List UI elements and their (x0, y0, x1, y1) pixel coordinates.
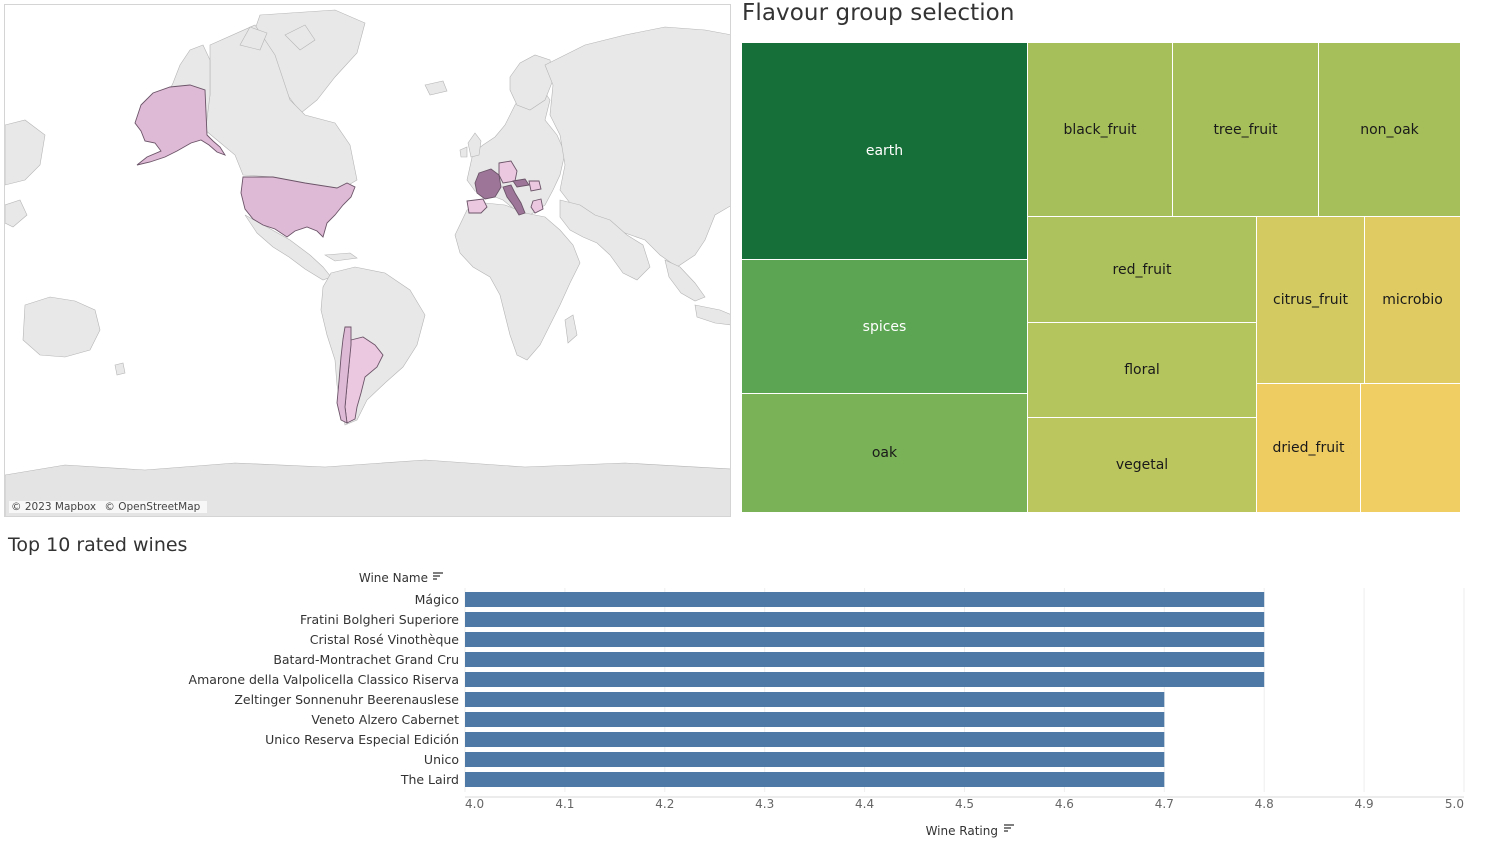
map-region-greece[interactable] (530, 198, 544, 214)
bar[interactable] (465, 672, 1265, 687)
category-label[interactable]: Amarone della Valpolicella Classico Rise… (189, 672, 459, 687)
top-wines-bar-chart[interactable]: Wine Name Mágico Fratini Bolgheri Superior… (0, 560, 1493, 845)
category-label[interactable]: Unico Reserva Especial Edición (265, 732, 459, 747)
treemap-title: Flavour group selection (742, 0, 1015, 26)
y-axis-header[interactable]: Wine Name (359, 571, 428, 585)
x-tick-label: 4.6 (1055, 797, 1074, 811)
bar[interactable] (465, 652, 1265, 667)
treemap-tile-oak[interactable]: oak (742, 394, 1028, 513)
treemap-tile-earth[interactable]: earth (742, 43, 1028, 260)
x-tick-label: 4.9 (1355, 797, 1374, 811)
treemap-tile-label: floral (1124, 362, 1160, 378)
x-tick-label: 4.2 (655, 797, 674, 811)
treemap-tile-label: black_fruit (1063, 121, 1137, 138)
x-tick-label: 4.3 (755, 797, 774, 811)
sort-icon[interactable] (433, 572, 443, 580)
x-axis-title[interactable]: Wine Rating (926, 824, 998, 838)
category-label[interactable]: Veneto Alzero Cabernet (311, 712, 459, 727)
bar[interactable] (465, 692, 1165, 707)
treemap-tile-unlabeled[interactable] (1361, 384, 1461, 513)
x-tick-label: 4.7 (1155, 797, 1174, 811)
treemap-tile-label: microbio (1382, 292, 1443, 308)
map-land-layer (5, 9, 730, 516)
x-tick-label: 4.5 (955, 797, 974, 811)
category-label[interactable]: Batard-Montrachet Grand Cru (273, 652, 459, 667)
treemap-tile-microbio[interactable]: microbio (1365, 217, 1461, 384)
map-region-usa[interactable] (240, 176, 356, 238)
map-region-italy[interactable] (502, 184, 526, 216)
bar[interactable] (465, 752, 1165, 767)
treemap-tile-floral[interactable]: floral (1028, 323, 1257, 418)
treemap-tile-tree-fruit[interactable]: tree_fruit (1173, 43, 1319, 217)
category-label[interactable]: Fratini Bolgheri Superiore (300, 612, 459, 627)
mapbox-attribution-link[interactable]: © 2023 Mapbox (11, 501, 97, 513)
treemap-tile-label: tree_fruit (1213, 121, 1278, 138)
map-highlight-layer (134, 84, 544, 424)
category-label[interactable]: The Laird (400, 772, 459, 787)
x-tick-label: 4.8 (1255, 797, 1274, 811)
treemap-tile-label: citrus_fruit (1273, 292, 1348, 308)
treemap-tile-citrus-fruit[interactable]: citrus_fruit (1257, 217, 1365, 384)
map-region-france[interactable] (474, 168, 502, 200)
bar[interactable] (465, 612, 1265, 627)
treemap-tile-label: vegetal (1115, 457, 1169, 473)
x-tick-label: 5.0 (1445, 797, 1464, 811)
category-label[interactable]: Cristal Rosé Vinothèque (310, 632, 459, 647)
x-tick-label: 4.1 (555, 797, 574, 811)
flavour-treemap[interactable]: earth spices oak black_fruit tree_fruit non_o… (742, 43, 1461, 513)
treemap-tile-label: spices (862, 318, 907, 335)
treemap-tile-vegetal[interactable]: vegetal (1028, 418, 1257, 513)
bar-chart-title: Top 10 rated wines (8, 534, 188, 556)
category-label[interactable]: Zeltinger Sonnenuhr Beerenauslese (234, 692, 459, 707)
category-label[interactable]: Mágico (415, 592, 459, 607)
world-map[interactable]: © 2023 Mapbox © OpenStreetMap (4, 4, 731, 517)
bar[interactable] (465, 712, 1165, 727)
treemap-tile-label: earth (865, 143, 904, 159)
treemap-tile-non-oak[interactable]: non_oak (1319, 43, 1461, 217)
treemap-tile-black-fruit[interactable]: black_fruit (1028, 43, 1173, 217)
treemap-tile-red-fruit[interactable]: red_fruit (1028, 217, 1257, 323)
bar[interactable] (465, 732, 1165, 747)
treemap-tile-label: red_fruit (1112, 261, 1172, 278)
map-region-chile[interactable] (336, 326, 352, 424)
map-region-hungary[interactable] (528, 180, 542, 192)
treemap-tile-label: non_oak (1360, 121, 1419, 138)
map-canvas[interactable] (5, 5, 731, 517)
treemap-tile-spices[interactable]: spices (742, 260, 1028, 394)
map-region-austria[interactable] (512, 178, 530, 188)
openstreetmap-attribution-link[interactable]: © OpenStreetMap (104, 501, 201, 513)
map-region-alaska[interactable] (134, 84, 227, 166)
map-attribution: © 2023 Mapbox © OpenStreetMap (9, 501, 208, 513)
treemap-tile-label: dried_fruit (1272, 440, 1345, 456)
x-tick-label: 4.4 (855, 797, 874, 811)
map-region-spain[interactable] (466, 198, 488, 214)
bar[interactable] (465, 632, 1265, 647)
x-tick-label: 4.0 (465, 797, 484, 811)
treemap-tile-label: oak (871, 445, 898, 461)
category-label[interactable]: Unico (424, 752, 459, 767)
bar[interactable] (465, 592, 1265, 607)
sort-icon[interactable] (1004, 824, 1014, 832)
treemap-tile-dried-fruit[interactable]: dried_fruit (1257, 384, 1361, 513)
bar[interactable] (465, 772, 1165, 787)
